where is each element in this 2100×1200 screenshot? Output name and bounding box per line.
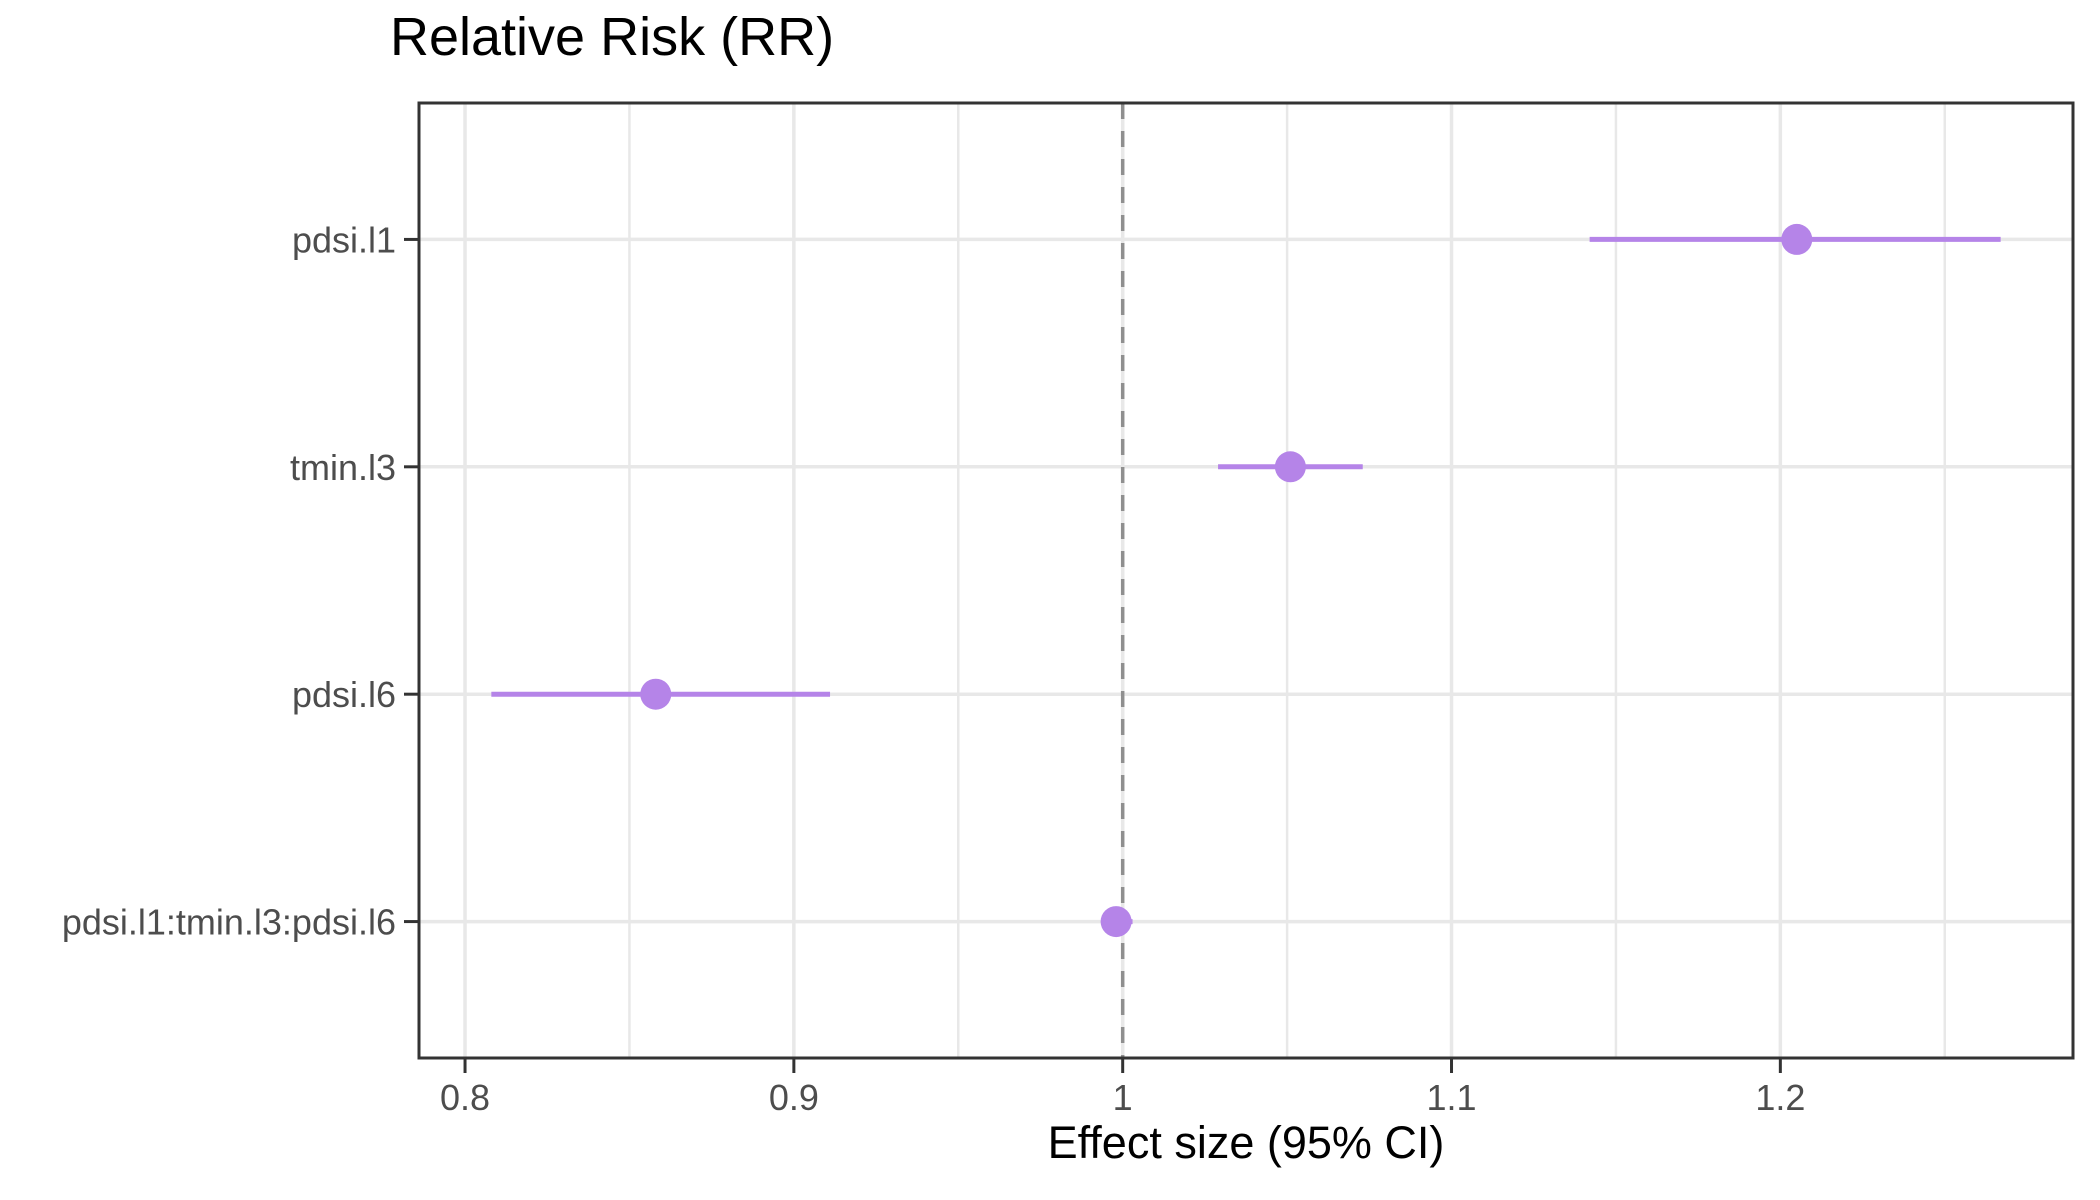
y-axis-label: pdsi.l1:tmin.l3:pdsi.l6 <box>62 902 396 943</box>
panel-border <box>417 101 2075 1060</box>
panel-background <box>419 103 2073 1058</box>
x-tick-label: 1.1 <box>1426 1077 1476 1118</box>
plot-title: Relative Risk (RR) <box>390 7 835 67</box>
estimate-point <box>1274 451 1306 483</box>
x-axis-title: Effect size (95% CI) <box>1047 1117 1445 1168</box>
estimate-point <box>1100 906 1132 938</box>
y-axis-label: pdsi.l6 <box>292 674 396 715</box>
x-tick-label: 0.8 <box>440 1077 490 1118</box>
estimate-point <box>640 678 672 710</box>
x-tick-label: 0.9 <box>769 1077 819 1118</box>
y-axis-label: pdsi.l1 <box>292 219 396 260</box>
estimate-point <box>1781 223 1813 255</box>
y-axis-label: tmin.l3 <box>290 447 396 488</box>
x-tick-label: 1 <box>1113 1077 1133 1118</box>
x-tick-label: 1.2 <box>1755 1077 1805 1118</box>
